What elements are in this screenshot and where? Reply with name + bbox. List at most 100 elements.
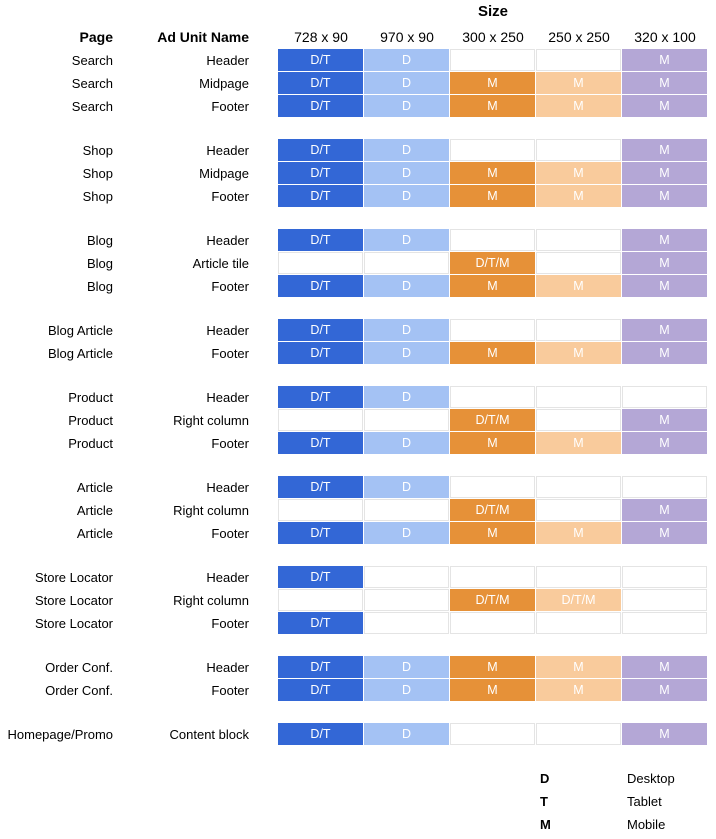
table-row: Order Conf. Header D/T D M M M — [0, 656, 716, 679]
size-cell — [450, 723, 535, 745]
size-cell: D/T — [278, 679, 363, 701]
size-title: Size — [477, 3, 508, 20]
size-cell — [450, 476, 535, 498]
table-row: Blog Article Header D/T D M — [0, 319, 716, 342]
size-cell: M — [450, 95, 535, 117]
size-cell: D — [364, 72, 449, 94]
table-row: Article Header D/T D — [0, 476, 716, 499]
size-cell: D/T/M — [450, 589, 535, 611]
page-name: Blog — [86, 233, 113, 248]
size-cell: M — [450, 522, 535, 544]
size-cell — [536, 612, 621, 634]
size-cell: D/T — [278, 162, 363, 184]
size-cell: D/T/M — [450, 252, 535, 274]
table-row: Shop Footer D/T D M M M — [0, 185, 716, 208]
size-cell: M — [536, 522, 621, 544]
table-row: Search Footer D/T D M M M — [0, 95, 716, 118]
size-cell: M — [622, 656, 707, 678]
page-name: Order Conf. — [45, 683, 113, 698]
size-cell: D — [364, 139, 449, 161]
size-cell: M — [622, 49, 707, 71]
size-cell: D/T — [278, 612, 363, 634]
size-cell: M — [622, 522, 707, 544]
size-cell — [622, 566, 707, 588]
size-header-250x250: 250 x 250 — [548, 29, 610, 45]
table-row: Blog Header D/T D M — [0, 229, 716, 252]
size-cell — [364, 589, 449, 611]
page-name: Shop — [82, 189, 113, 204]
size-cell: D/T — [278, 185, 363, 207]
page-column-header: Page — [79, 29, 113, 45]
page-name: Store Locator — [34, 570, 113, 585]
size-header-300x250: 300 x 250 — [462, 29, 524, 45]
ad-unit-column-header: Ad Unit Name — [157, 29, 249, 45]
size-header-728x90: 728 x 90 — [294, 29, 348, 45]
page-name: Search — [71, 76, 113, 91]
size-cell — [450, 386, 535, 408]
table-row: Shop Header D/T D M — [0, 139, 716, 162]
size-cell — [622, 612, 707, 634]
size-cell — [364, 499, 449, 521]
size-cell: D — [364, 229, 449, 251]
page-name: Article — [76, 503, 113, 518]
size-cell: D — [364, 95, 449, 117]
table-row: Product Header D/T D — [0, 386, 716, 409]
size-cell: D/T — [278, 72, 363, 94]
size-cell: D/T — [278, 386, 363, 408]
page-name: Product — [68, 413, 113, 428]
page-name: Shop — [82, 166, 113, 181]
size-cell: D — [364, 275, 449, 297]
size-cell: D/T/M — [450, 409, 535, 431]
size-cell: D/T — [278, 656, 363, 678]
ad-unit-name: Right column — [173, 593, 249, 608]
size-cell: M — [536, 162, 621, 184]
legend-label: Mobile — [627, 817, 666, 832]
size-cell: M — [450, 72, 535, 94]
size-cell: M — [536, 95, 621, 117]
size-cell: M — [622, 252, 707, 274]
size-cell: D/T — [278, 432, 363, 454]
page-name: Search — [71, 99, 113, 114]
ad-unit-name: Footer — [211, 683, 249, 698]
size-cell: M — [450, 275, 535, 297]
table-row: Store Locator Right column D/T/M D/T/M — [0, 589, 716, 612]
size-cell: D/T — [278, 49, 363, 71]
size-cell: M — [622, 319, 707, 341]
size-cell — [450, 49, 535, 71]
ad-unit-name: Header — [206, 660, 249, 675]
page-name: Article — [76, 526, 113, 541]
size-cell: D — [364, 522, 449, 544]
size-cell: M — [536, 342, 621, 364]
size-cell: M — [622, 499, 707, 521]
size-cell — [536, 566, 621, 588]
table-row: Blog Article tile D/T/M M — [0, 252, 716, 275]
size-cell — [536, 723, 621, 745]
ad-unit-name: Header — [206, 53, 249, 68]
ad-unit-name: Footer — [211, 436, 249, 451]
ad-unit-name: Midpage — [199, 166, 249, 181]
size-cell: M — [622, 275, 707, 297]
size-cell — [536, 386, 621, 408]
page-name: Search — [71, 53, 113, 68]
size-cell: M — [536, 432, 621, 454]
ad-unit-name: Header — [206, 390, 249, 405]
page-name: Order Conf. — [45, 660, 113, 675]
table-row: Order Conf. Footer D/T D M M M — [0, 679, 716, 702]
size-cell: M — [536, 679, 621, 701]
page-name: Product — [68, 390, 113, 405]
size-cell: D — [364, 679, 449, 701]
size-cell: D — [364, 319, 449, 341]
legend-code: T — [540, 794, 548, 809]
size-cell: D — [364, 49, 449, 71]
size-cell: D — [364, 162, 449, 184]
ad-unit-name: Header — [206, 233, 249, 248]
size-cell — [536, 252, 621, 274]
legend-label: Desktop — [627, 771, 675, 786]
size-cell: M — [622, 139, 707, 161]
size-cell: M — [622, 342, 707, 364]
table-row: Store Locator Header D/T — [0, 566, 716, 589]
size-cell: M — [450, 342, 535, 364]
table-row: Article Right column D/T/M M — [0, 499, 716, 522]
size-cell: D/T — [278, 723, 363, 745]
size-cell: D/T — [278, 139, 363, 161]
